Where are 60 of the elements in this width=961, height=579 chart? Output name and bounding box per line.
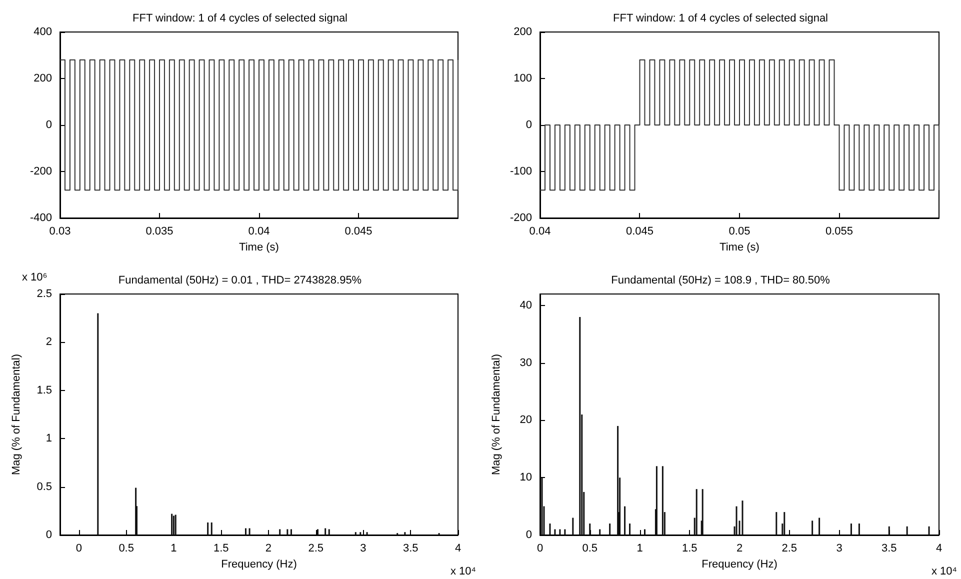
x-tick-label: 0.035	[146, 226, 174, 238]
x-tick-label: 3.5	[881, 542, 897, 554]
y-axis-title: Mag (% of Fundamental)	[490, 354, 502, 476]
y-tick-label: 400	[34, 26, 52, 38]
y-tick-label: -400	[30, 212, 52, 224]
x-tick-label: 1	[170, 542, 177, 554]
text: x 10⁴	[931, 566, 958, 578]
x-tick-label: 3	[360, 542, 366, 554]
x-tick-label: 0.04	[248, 226, 270, 238]
y-tick-label: 2	[46, 336, 52, 348]
x-tick-label: 0.03	[49, 226, 71, 238]
y-tick-label: 2.5	[36, 288, 52, 300]
y-tick-label: 30	[520, 356, 532, 369]
y-tick-label: 0	[46, 529, 52, 541]
x-tick-label: 0	[536, 542, 544, 554]
x-tick-label: 2.5	[782, 542, 798, 554]
x-tick-label: 1	[636, 542, 643, 554]
x-axis-title: Frequency (Hz)	[221, 558, 297, 570]
x-tick-label: 0.045	[626, 226, 654, 238]
x-axis-title: Time (s)	[239, 242, 279, 254]
x-tick-label: 0.5	[582, 542, 598, 554]
y-tick-label: 200	[514, 26, 532, 38]
x-tick-label: 1.5	[213, 542, 229, 554]
x-tick-label: 0.04	[529, 226, 551, 238]
y-tick-label: -100	[510, 166, 532, 178]
y-tick-label: -200	[30, 166, 52, 178]
chart-title: FFT window: 1 of 4 cycles of selected signal	[132, 12, 348, 24]
x-tick-label: 3	[836, 542, 842, 554]
x-tick-label: 0.5	[118, 542, 134, 554]
x-tick-label: 2	[736, 542, 743, 554]
x-tick-label: 1.5	[682, 542, 698, 554]
y-tick-label: 100	[514, 72, 532, 84]
y-tick-label: 20	[520, 414, 532, 426]
y-tick-label: 200	[34, 72, 52, 84]
chart-title: Fundamental (50Hz) = 108.9 , THD= 80.50%	[611, 274, 830, 286]
y-tick-label: 1.5	[36, 384, 52, 396]
x-tick-label: 0	[76, 542, 82, 554]
text: x 10⁴	[450, 566, 476, 578]
y-tick-label: 1	[46, 432, 52, 445]
x-tick-label: 0.05	[728, 226, 750, 238]
y-tick-label: -200	[510, 212, 532, 224]
y-tick-label: 0.5	[36, 480, 52, 493]
y-tick-label: 0	[526, 119, 532, 131]
y-tick-label: 0	[46, 119, 52, 131]
x-tick-label: 4	[454, 542, 462, 554]
chart-title: FFT window: 1 of 4 cycles of selected signal	[612, 12, 828, 24]
x-tick-label: 2	[265, 542, 272, 554]
y-tick-label: 10	[520, 472, 532, 484]
text: x 10⁶	[22, 272, 48, 284]
x-tick-label: 0.045	[344, 226, 372, 238]
chart-title: Fundamental (50Hz) = 0.01 , THD= 2743828.95%	[118, 274, 362, 286]
x-axis-title: Time (s)	[720, 242, 760, 254]
y-axis-title: Mag (% of Fundamental)	[10, 354, 22, 476]
x-tick-label: 0.055	[825, 226, 854, 238]
x-tick-label: 2.5	[308, 542, 324, 554]
x-tick-label: 4	[936, 542, 942, 554]
y-tick-label: 0	[526, 529, 532, 541]
x-axis-title: Frequency (Hz)	[702, 558, 778, 570]
x-tick-label: 3.5	[402, 542, 418, 554]
y-tick-label: 40	[520, 299, 532, 312]
